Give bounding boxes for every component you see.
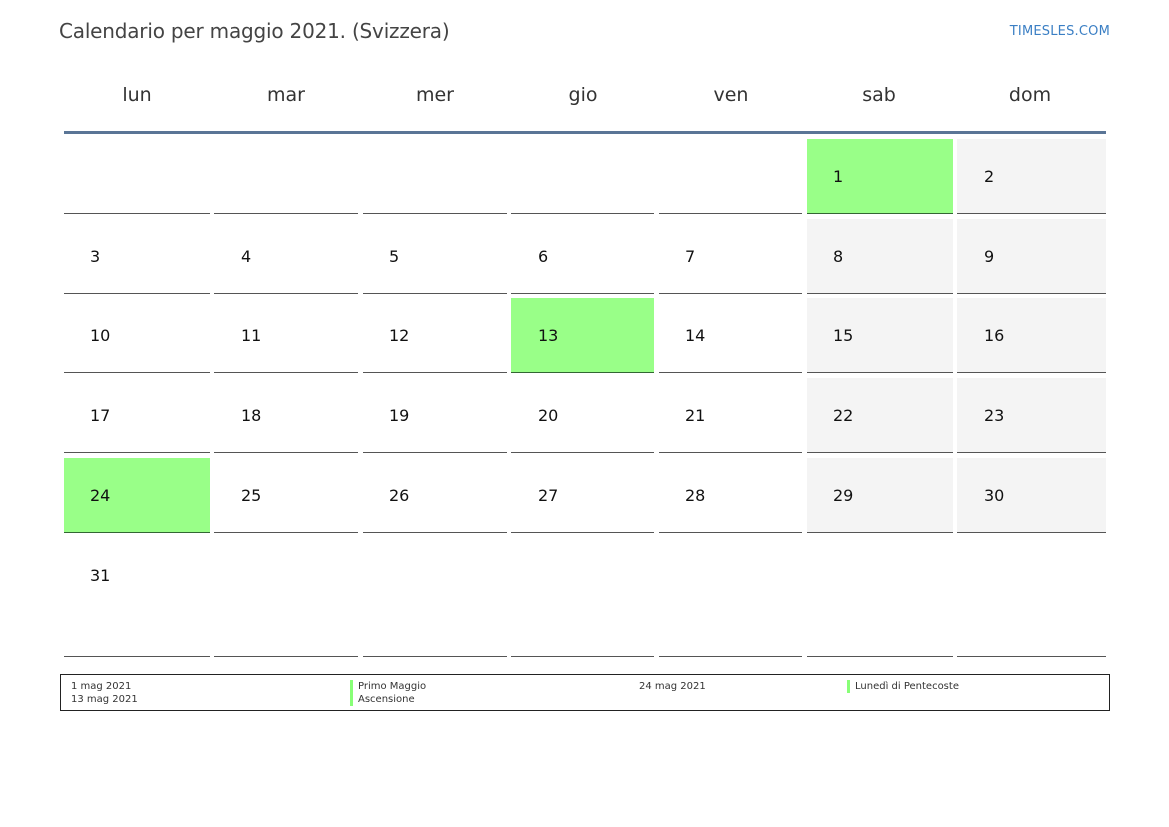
day-number: 28 xyxy=(685,486,706,505)
empty-day-cell xyxy=(659,538,802,657)
empty-day-cell xyxy=(511,139,654,214)
day-number: 7 xyxy=(685,247,696,266)
legend-date: 13 mag 2021 xyxy=(71,694,138,705)
day-cell-21[interactable]: 21 xyxy=(659,378,802,453)
weekday-header: lun mar mer gio ven sab dom xyxy=(64,84,1106,114)
day-cell-30[interactable]: 30 xyxy=(957,458,1106,533)
day-cell-7[interactable]: 7 xyxy=(659,219,802,294)
empty-day-cell xyxy=(807,538,953,657)
day-cell-12[interactable]: 12 xyxy=(363,298,507,373)
day-number: 13 xyxy=(538,326,559,345)
day-number: 9 xyxy=(984,247,995,266)
weekday-sun: dom xyxy=(1008,84,1052,106)
day-number: 2 xyxy=(984,167,995,186)
day-cell-9[interactable]: 9 xyxy=(957,219,1106,294)
day-cell-26[interactable]: 26 xyxy=(363,458,507,533)
day-cell-18[interactable]: 18 xyxy=(214,378,358,453)
day-number: 18 xyxy=(241,406,262,425)
day-number: 16 xyxy=(984,326,1005,345)
day-number: 6 xyxy=(538,247,549,266)
empty-day-cell xyxy=(214,538,358,657)
day-number: 25 xyxy=(241,486,262,505)
day-cell-19[interactable]: 19 xyxy=(363,378,507,453)
day-cell-13[interactable]: 13 xyxy=(511,298,654,373)
holiday-legend: 1 mag 2021 13 mag 2021 Primo Maggio Asce… xyxy=(60,674,1110,711)
day-number: 1 xyxy=(833,167,844,186)
day-number: 14 xyxy=(685,326,706,345)
day-number: 26 xyxy=(389,486,410,505)
day-cell-10[interactable]: 10 xyxy=(64,298,210,373)
day-cell-20[interactable]: 20 xyxy=(511,378,654,453)
day-cell-3[interactable]: 3 xyxy=(64,219,210,294)
day-number: 21 xyxy=(685,406,706,425)
day-number: 20 xyxy=(538,406,559,425)
day-cell-4[interactable]: 4 xyxy=(214,219,358,294)
day-cell-29[interactable]: 29 xyxy=(807,458,953,533)
day-cell-11[interactable]: 11 xyxy=(214,298,358,373)
day-cell-25[interactable]: 25 xyxy=(214,458,358,533)
legend-holiday-name: Primo Maggio xyxy=(358,681,427,692)
empty-day-cell xyxy=(659,139,802,214)
day-number: 17 xyxy=(90,406,111,425)
day-cell-28[interactable]: 28 xyxy=(659,458,802,533)
day-number: 12 xyxy=(389,326,410,345)
day-cell-15[interactable]: 15 xyxy=(807,298,953,373)
empty-day-cell xyxy=(363,139,507,214)
day-cell-8[interactable]: 8 xyxy=(807,219,953,294)
page-title: Calendario per maggio 2021. (Svizzera) xyxy=(59,19,450,43)
day-cell-31[interactable]: 31 xyxy=(64,538,210,657)
empty-day-cell xyxy=(214,139,358,214)
day-cell-2[interactable]: 2 xyxy=(957,139,1106,214)
legend-date: 24 mag 2021 xyxy=(639,681,706,692)
legend-dates-left: 1 mag 2021 13 mag 2021 xyxy=(71,680,138,706)
day-number: 24 xyxy=(90,486,111,505)
day-cell-1[interactable]: 1 xyxy=(807,139,953,214)
day-cell-24[interactable]: 24 xyxy=(64,458,210,533)
day-cell-22[interactable]: 22 xyxy=(807,378,953,453)
day-cell-23[interactable]: 23 xyxy=(957,378,1106,453)
weekday-tue: mar xyxy=(267,84,305,106)
day-cell-5[interactable]: 5 xyxy=(363,219,507,294)
day-cell-16[interactable]: 16 xyxy=(957,298,1106,373)
day-number: 3 xyxy=(90,247,101,266)
weekday-sat: sab xyxy=(862,84,896,106)
brand-link[interactable]: TIMESLES.COM xyxy=(1009,24,1110,39)
legend-holiday-name: Ascensione xyxy=(358,694,415,705)
day-number: 5 xyxy=(389,247,400,266)
weekday-wed: mer xyxy=(415,84,454,106)
day-number: 10 xyxy=(90,326,111,345)
day-number: 19 xyxy=(389,406,410,425)
day-number: 27 xyxy=(538,486,559,505)
day-number: 22 xyxy=(833,406,854,425)
day-cell-27[interactable]: 27 xyxy=(511,458,654,533)
day-number: 31 xyxy=(90,566,111,585)
legend-names-left: Primo Maggio Ascensione xyxy=(350,680,426,706)
day-number: 15 xyxy=(833,326,854,345)
day-number: 29 xyxy=(833,486,854,505)
legend-dates-right: 24 mag 2021 xyxy=(639,680,706,693)
weekday-thu: gio xyxy=(568,84,598,106)
day-number: 4 xyxy=(241,247,252,266)
legend-date: 1 mag 2021 xyxy=(71,681,132,692)
day-number: 8 xyxy=(833,247,844,266)
empty-day-cell xyxy=(511,538,654,657)
legend-holiday-name: Lunedì di Pentecoste xyxy=(855,681,959,692)
day-number: 11 xyxy=(241,326,262,345)
day-number: 30 xyxy=(984,486,1005,505)
day-number: 23 xyxy=(984,406,1005,425)
header-divider xyxy=(64,131,1106,134)
weekday-mon: lun xyxy=(122,84,152,106)
day-cell-14[interactable]: 14 xyxy=(659,298,802,373)
empty-day-cell xyxy=(363,538,507,657)
day-cell-17[interactable]: 17 xyxy=(64,378,210,453)
legend-names-right: Lunedì di Pentecoste xyxy=(847,680,959,693)
empty-day-cell xyxy=(64,139,210,214)
day-cell-6[interactable]: 6 xyxy=(511,219,654,294)
weekday-fri: ven xyxy=(713,84,749,106)
empty-day-cell xyxy=(957,538,1106,657)
